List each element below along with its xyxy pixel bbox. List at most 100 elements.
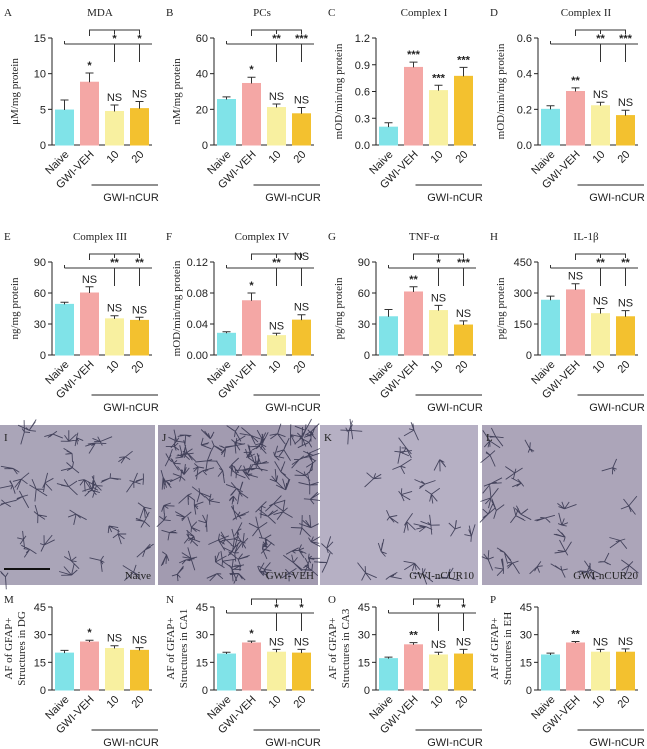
error-bar bbox=[596, 308, 605, 314]
comparison-label: *** bbox=[457, 257, 471, 269]
panel-letter: B bbox=[166, 7, 173, 19]
y-axis-label: mOD/min/mg protein bbox=[171, 260, 183, 356]
y-tick-label: 15 bbox=[34, 657, 46, 669]
y-axis-label: μM/mg protein bbox=[9, 58, 21, 125]
y-tick-label: 40 bbox=[196, 69, 208, 81]
error-bar bbox=[384, 656, 393, 659]
bar bbox=[379, 126, 398, 146]
y-tick-label: 30 bbox=[34, 630, 46, 642]
micrograph-label: Naive bbox=[125, 570, 151, 582]
bar bbox=[217, 653, 236, 691]
micrograph-label: GWI-nCUR20 bbox=[573, 570, 638, 582]
group-label: GWI-nCUR bbox=[589, 402, 645, 414]
x-tick-label: 20 bbox=[615, 149, 632, 166]
significance-label: NS bbox=[269, 320, 284, 332]
comparison-label: ** bbox=[135, 257, 144, 269]
x-tick-label: 10 bbox=[266, 694, 283, 711]
error-bar bbox=[222, 96, 231, 100]
y-tick-label: 450 bbox=[514, 257, 532, 269]
comparison-label: ** bbox=[596, 33, 605, 45]
error-bar bbox=[409, 642, 418, 645]
chart-title: Complex IV bbox=[235, 231, 290, 243]
group-label: GWI-nCUR bbox=[103, 192, 159, 204]
panel-letter: A bbox=[4, 7, 12, 19]
y-tick-label: 45 bbox=[520, 602, 532, 614]
bar bbox=[591, 651, 610, 691]
bar bbox=[267, 651, 286, 691]
bar bbox=[217, 99, 236, 146]
x-tick-label: 20 bbox=[615, 359, 632, 376]
bar bbox=[292, 319, 311, 356]
error-bar bbox=[297, 648, 306, 654]
group-label: GWI-nCUR bbox=[265, 737, 321, 749]
comparison-line bbox=[388, 598, 476, 614]
significance-label: NS bbox=[82, 274, 97, 286]
error-bar bbox=[459, 320, 468, 326]
y-tick-label: 0 bbox=[40, 685, 46, 697]
comparison-label: ** bbox=[272, 33, 281, 45]
panel-letter: K bbox=[324, 432, 332, 444]
bar bbox=[429, 654, 448, 691]
significance-label: NS bbox=[132, 635, 147, 647]
astrocyte-stain bbox=[0, 419, 154, 590]
comparison-line bbox=[64, 253, 152, 269]
comparison-label: * bbox=[299, 602, 304, 614]
bar bbox=[616, 316, 635, 356]
comparison-line bbox=[550, 29, 638, 45]
micrograph bbox=[320, 425, 478, 585]
significance-label: NS bbox=[107, 92, 122, 104]
x-tick-label: 20 bbox=[453, 149, 470, 166]
x-tick-label: 20 bbox=[129, 694, 146, 711]
bar bbox=[130, 319, 149, 356]
bar bbox=[566, 289, 585, 356]
significance-label: * bbox=[87, 60, 92, 72]
y-tick-label: 30 bbox=[358, 319, 370, 331]
bar bbox=[130, 649, 149, 691]
micrograph bbox=[0, 425, 155, 585]
error-bar bbox=[110, 645, 119, 649]
significance-label: NS bbox=[132, 304, 147, 316]
error-bar bbox=[459, 648, 468, 655]
y-tick-label: 0 bbox=[202, 685, 208, 697]
bar bbox=[566, 91, 585, 146]
panel-letter: O bbox=[328, 594, 336, 606]
micrograph bbox=[158, 425, 318, 585]
panel-letter: G bbox=[328, 231, 336, 243]
x-tick-label: 20 bbox=[615, 694, 632, 711]
bar bbox=[616, 115, 635, 146]
x-tick-label: 20 bbox=[291, 359, 308, 376]
x-tick-label: 10 bbox=[428, 149, 445, 166]
error-bar bbox=[546, 652, 555, 655]
y-tick-label: 0 bbox=[364, 350, 370, 362]
error-bar bbox=[571, 87, 580, 92]
y-tick-label: 0 bbox=[40, 350, 46, 362]
y-tick-label: 0 bbox=[364, 685, 370, 697]
bar bbox=[454, 75, 473, 146]
error-bar bbox=[135, 647, 144, 651]
y-axis-label: pg/mg protein bbox=[333, 277, 345, 340]
y-tick-label: 30 bbox=[520, 630, 532, 642]
comparison-line bbox=[226, 29, 314, 45]
group-label: GWI-nCUR bbox=[103, 737, 159, 749]
y-tick-label: 0 bbox=[526, 350, 532, 362]
significance-label: NS bbox=[618, 298, 633, 310]
x-tick-label: 10 bbox=[104, 694, 121, 711]
significance-label: *** bbox=[432, 72, 446, 84]
significance-label: NS bbox=[593, 636, 608, 648]
chart-title: IL-1β bbox=[573, 231, 599, 243]
bar bbox=[591, 105, 610, 146]
significance-label: NS bbox=[593, 296, 608, 308]
y-tick-label: 30 bbox=[196, 630, 208, 642]
significance-label: NS bbox=[593, 89, 608, 101]
chart-title: Complex I bbox=[401, 7, 448, 19]
panel-letter: J bbox=[162, 432, 167, 444]
bar bbox=[105, 110, 124, 146]
bar bbox=[105, 648, 124, 691]
y-axis-label: AF of GFAP+ bbox=[3, 617, 15, 679]
error-bar bbox=[384, 309, 393, 317]
chart-title: MDA bbox=[87, 7, 113, 19]
x-tick-label: 20 bbox=[291, 149, 308, 166]
significance-label: *** bbox=[407, 49, 421, 61]
y-tick-label: 30 bbox=[358, 630, 370, 642]
comparison-label: * bbox=[436, 257, 441, 269]
